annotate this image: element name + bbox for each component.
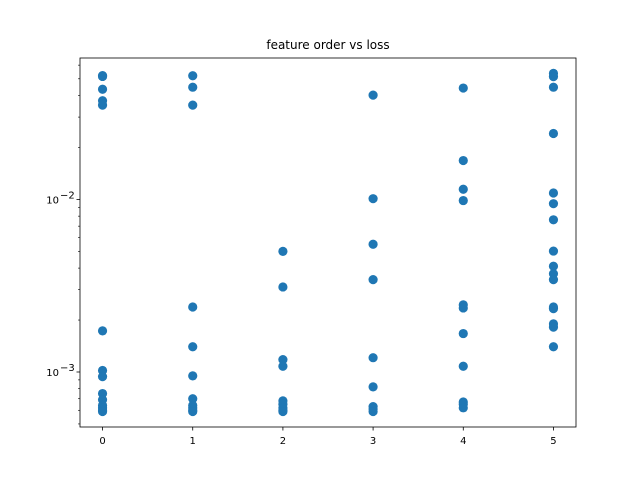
data-point bbox=[458, 184, 468, 194]
data-point bbox=[278, 361, 288, 371]
data-point bbox=[458, 195, 468, 206]
x-tick-label: 0 bbox=[99, 436, 105, 447]
data-point bbox=[548, 188, 559, 198]
data-point bbox=[368, 90, 378, 100]
data-point bbox=[97, 406, 108, 417]
data-point bbox=[548, 275, 559, 285]
plot-frame bbox=[79, 57, 577, 428]
data-point bbox=[548, 215, 559, 225]
data-point bbox=[548, 246, 559, 256]
data-point bbox=[97, 84, 108, 94]
x-tick-label: 4 bbox=[460, 436, 466, 447]
data-point bbox=[97, 326, 108, 336]
data-point bbox=[368, 382, 378, 392]
data-point bbox=[188, 394, 198, 404]
data-point bbox=[278, 282, 288, 292]
data-point bbox=[278, 354, 288, 365]
data-point bbox=[97, 100, 108, 110]
data-point bbox=[368, 239, 378, 249]
data-point bbox=[278, 406, 288, 417]
data-point bbox=[368, 194, 378, 204]
x-tick-label: 2 bbox=[280, 436, 286, 447]
data-point bbox=[368, 353, 378, 363]
data-point bbox=[458, 403, 468, 413]
data-point bbox=[97, 71, 108, 82]
data-point bbox=[548, 199, 559, 209]
data-point bbox=[188, 71, 198, 81]
data-point bbox=[458, 303, 468, 313]
data-point bbox=[368, 275, 378, 285]
x-tick-label: 1 bbox=[190, 436, 196, 447]
data-point bbox=[278, 246, 288, 256]
data-point bbox=[548, 261, 559, 271]
data-point bbox=[368, 406, 378, 417]
data-point bbox=[458, 155, 468, 166]
data-point bbox=[97, 372, 108, 382]
data-point bbox=[188, 302, 198, 312]
chart-title: feature order vs loss bbox=[266, 38, 389, 52]
data-point bbox=[548, 71, 559, 82]
data-point bbox=[458, 361, 468, 371]
data-point bbox=[458, 328, 468, 339]
data-point bbox=[548, 304, 559, 314]
data-point bbox=[458, 83, 468, 93]
y-tick-label: 10 bbox=[46, 195, 59, 206]
y-tick-exponent: −3 bbox=[60, 363, 75, 374]
x-tick-label: 5 bbox=[550, 436, 556, 447]
data-point bbox=[548, 128, 559, 139]
x-axis-ticks: 0 1 2 3 4 5 bbox=[99, 427, 557, 447]
y-tick-exponent: −2 bbox=[60, 190, 75, 201]
data-point bbox=[188, 406, 198, 417]
data-point bbox=[548, 82, 559, 92]
data-point bbox=[548, 342, 559, 352]
x-tick-label: 3 bbox=[370, 436, 376, 447]
data-point bbox=[548, 322, 559, 332]
data-point bbox=[188, 82, 198, 92]
y-tick-label: 10 bbox=[46, 368, 59, 379]
points-layer bbox=[97, 68, 559, 417]
data-point bbox=[188, 100, 198, 110]
data-point bbox=[188, 342, 198, 352]
data-point bbox=[188, 371, 198, 381]
